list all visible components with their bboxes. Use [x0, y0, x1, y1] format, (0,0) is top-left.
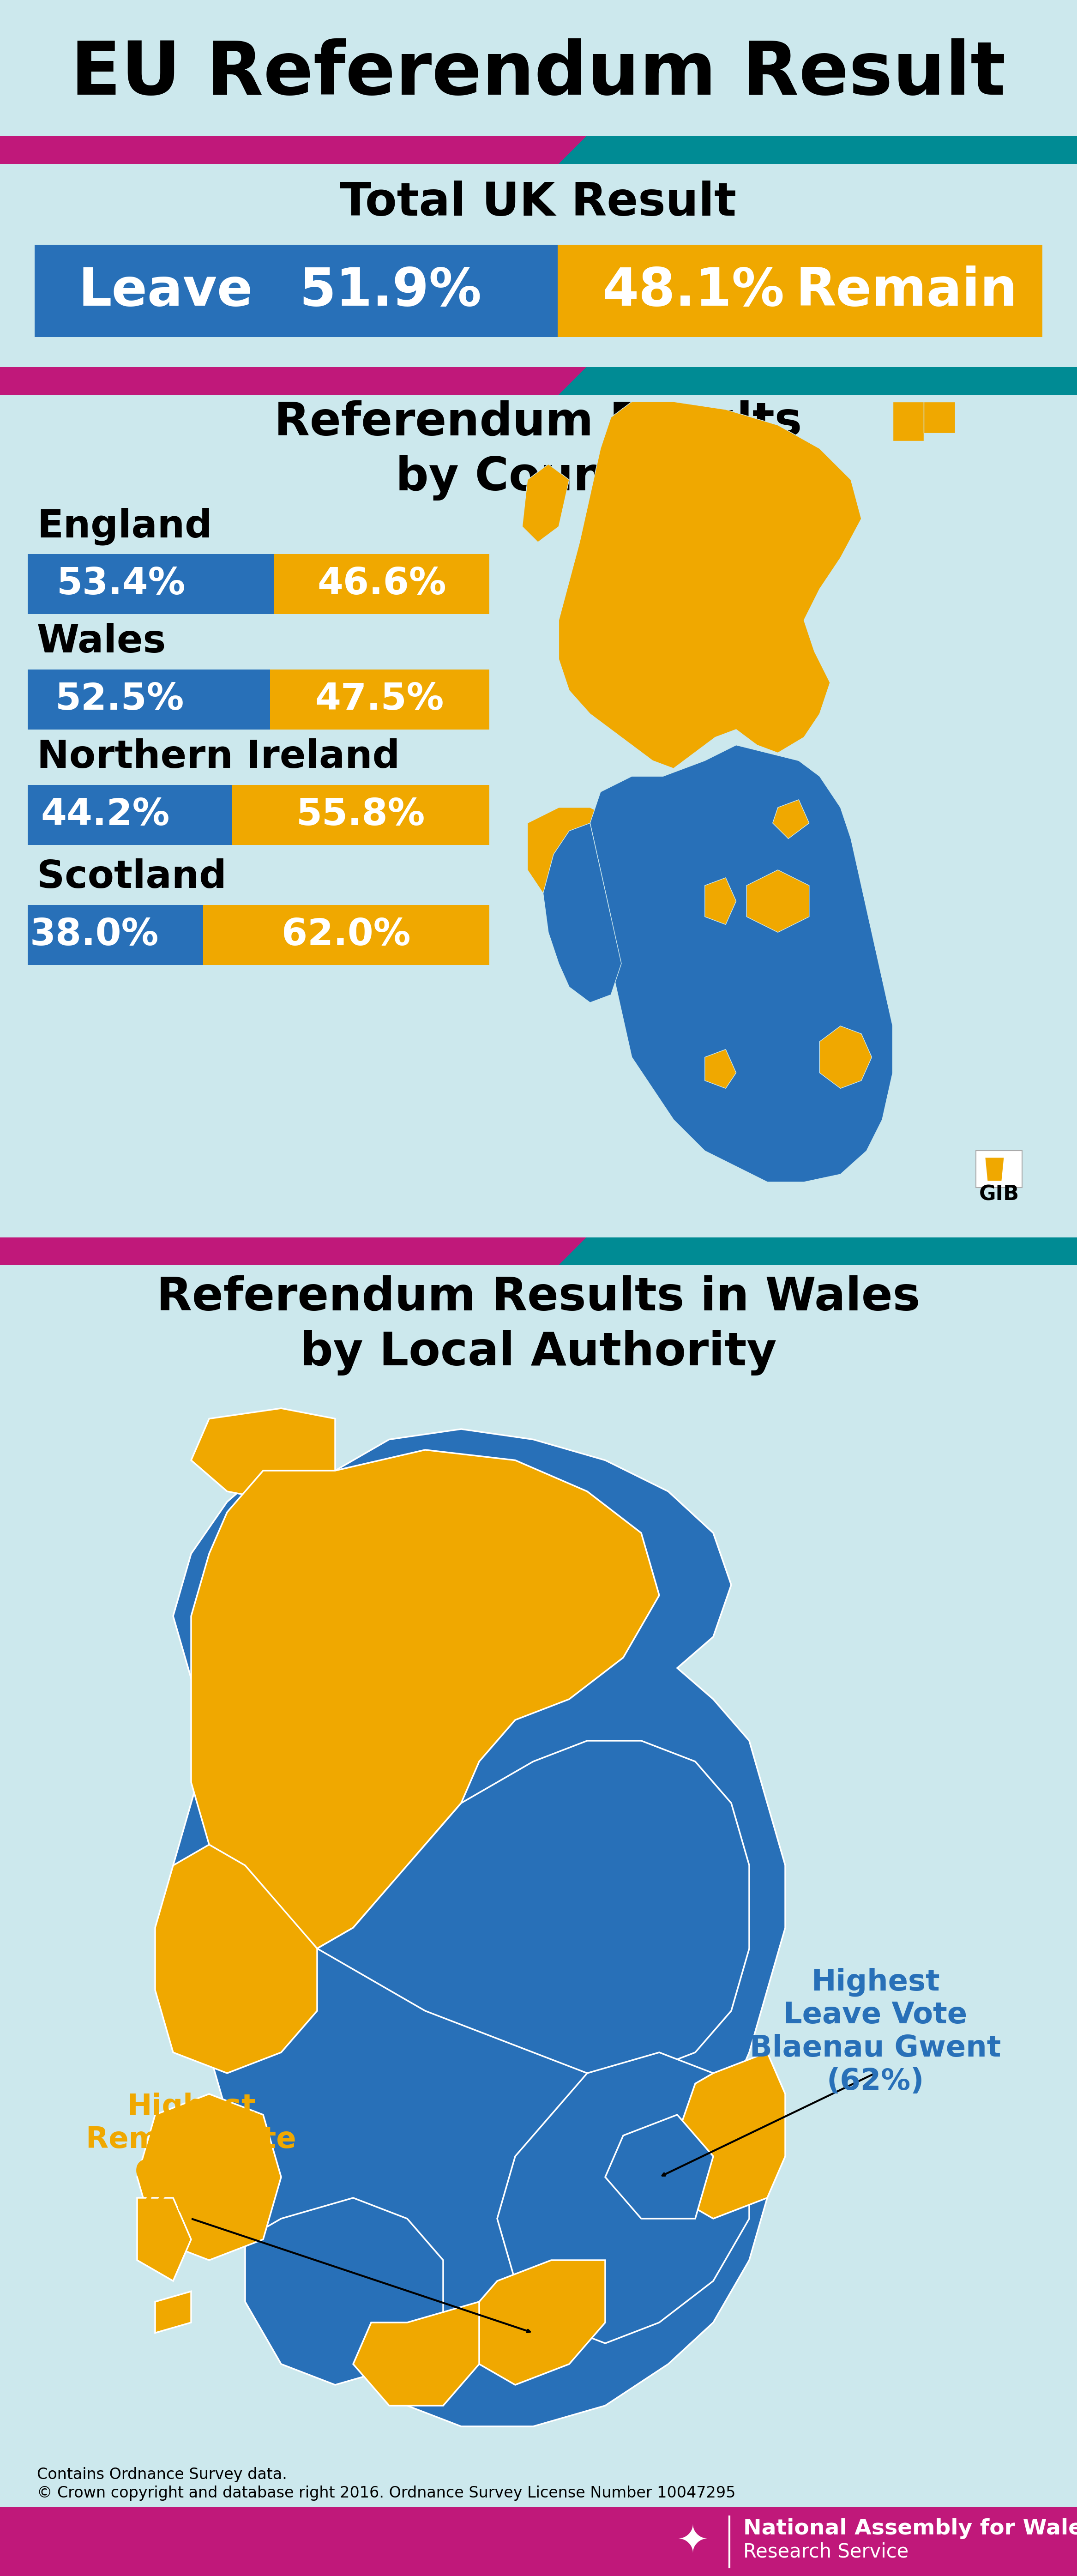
- FancyBboxPatch shape: [34, 245, 558, 337]
- Text: Scotland: Scotland: [37, 858, 226, 896]
- Text: 46.6%: 46.6%: [318, 567, 446, 603]
- Polygon shape: [772, 799, 809, 840]
- FancyBboxPatch shape: [976, 1151, 1022, 1188]
- FancyBboxPatch shape: [232, 786, 489, 845]
- Polygon shape: [522, 464, 570, 541]
- Text: Contains Ordnance Survey data.: Contains Ordnance Survey data.: [37, 2468, 288, 2483]
- Polygon shape: [0, 366, 586, 394]
- Polygon shape: [137, 2094, 281, 2259]
- Text: 52.5%: 52.5%: [55, 683, 184, 719]
- Polygon shape: [559, 402, 862, 768]
- Text: 47.5%: 47.5%: [316, 683, 444, 719]
- Text: GIB: GIB: [979, 1185, 1019, 1206]
- Text: National Assembly for Wales: National Assembly for Wales: [743, 2519, 1077, 2540]
- Polygon shape: [746, 871, 809, 933]
- Text: ✦: ✦: [676, 2522, 709, 2561]
- Polygon shape: [173, 1430, 785, 2427]
- Polygon shape: [317, 1741, 750, 2074]
- Text: 38.0%: 38.0%: [30, 917, 158, 953]
- Polygon shape: [924, 402, 955, 433]
- Text: 51.9%: 51.9%: [299, 265, 481, 317]
- Text: EU Referendum Result: EU Referendum Result: [71, 39, 1006, 111]
- Polygon shape: [191, 1409, 335, 1502]
- FancyBboxPatch shape: [0, 2506, 1077, 2576]
- Polygon shape: [521, 1236, 1077, 1265]
- FancyBboxPatch shape: [558, 245, 1043, 337]
- Polygon shape: [498, 2053, 750, 2344]
- Text: Highest
Remain Vote
Cardiff
(60%): Highest Remain Vote Cardiff (60%): [86, 2092, 296, 2221]
- Text: Highest
Leave Vote
Blaenau Gwent
(62%): Highest Leave Vote Blaenau Gwent (62%): [750, 1968, 1001, 2097]
- Text: Leave: Leave: [78, 265, 253, 317]
- Polygon shape: [246, 2197, 443, 2385]
- Polygon shape: [191, 1450, 659, 1968]
- Polygon shape: [677, 2053, 785, 2218]
- Text: Remain: Remain: [796, 265, 1018, 317]
- Text: 44.2%: 44.2%: [41, 796, 170, 832]
- Polygon shape: [479, 2259, 605, 2385]
- Polygon shape: [521, 366, 1077, 394]
- FancyBboxPatch shape: [28, 670, 270, 729]
- Polygon shape: [521, 137, 1077, 165]
- Text: 53.4%: 53.4%: [57, 567, 186, 603]
- Text: © Crown copyright and database right 2016. Ordnance Survey License Number 100472: © Crown copyright and database right 201…: [37, 2486, 736, 2501]
- FancyBboxPatch shape: [28, 786, 232, 845]
- FancyBboxPatch shape: [270, 670, 489, 729]
- Polygon shape: [353, 2303, 479, 2406]
- Text: Northern Ireland: Northern Ireland: [37, 739, 400, 775]
- Text: 55.8%: 55.8%: [296, 796, 425, 832]
- Text: Wales: Wales: [37, 623, 166, 659]
- FancyBboxPatch shape: [204, 904, 489, 966]
- Polygon shape: [704, 1048, 736, 1090]
- FancyBboxPatch shape: [28, 554, 275, 613]
- Text: Total UK Result: Total UK Result: [340, 180, 737, 227]
- Text: 62.0%: 62.0%: [282, 917, 410, 953]
- Polygon shape: [528, 806, 632, 909]
- FancyBboxPatch shape: [275, 554, 489, 613]
- Polygon shape: [0, 1236, 586, 1265]
- Text: England: England: [37, 507, 212, 546]
- Polygon shape: [704, 878, 736, 925]
- Polygon shape: [0, 137, 586, 165]
- Text: 48.1%: 48.1%: [602, 265, 784, 317]
- Polygon shape: [137, 2197, 191, 2280]
- Text: Referendum Results in Wales
by Local Authority: Referendum Results in Wales by Local Aut…: [156, 1275, 920, 1376]
- Polygon shape: [543, 824, 621, 1002]
- Polygon shape: [155, 2290, 191, 2334]
- FancyBboxPatch shape: [28, 904, 204, 966]
- Polygon shape: [893, 402, 924, 440]
- Text: Research Service: Research Service: [743, 2543, 909, 2561]
- Polygon shape: [590, 744, 893, 1182]
- Polygon shape: [605, 2115, 713, 2218]
- Polygon shape: [985, 1157, 1004, 1180]
- Text: Referendum Results
by Country: Referendum Results by Country: [275, 399, 802, 500]
- Polygon shape: [820, 1025, 871, 1090]
- Polygon shape: [155, 1844, 317, 2074]
